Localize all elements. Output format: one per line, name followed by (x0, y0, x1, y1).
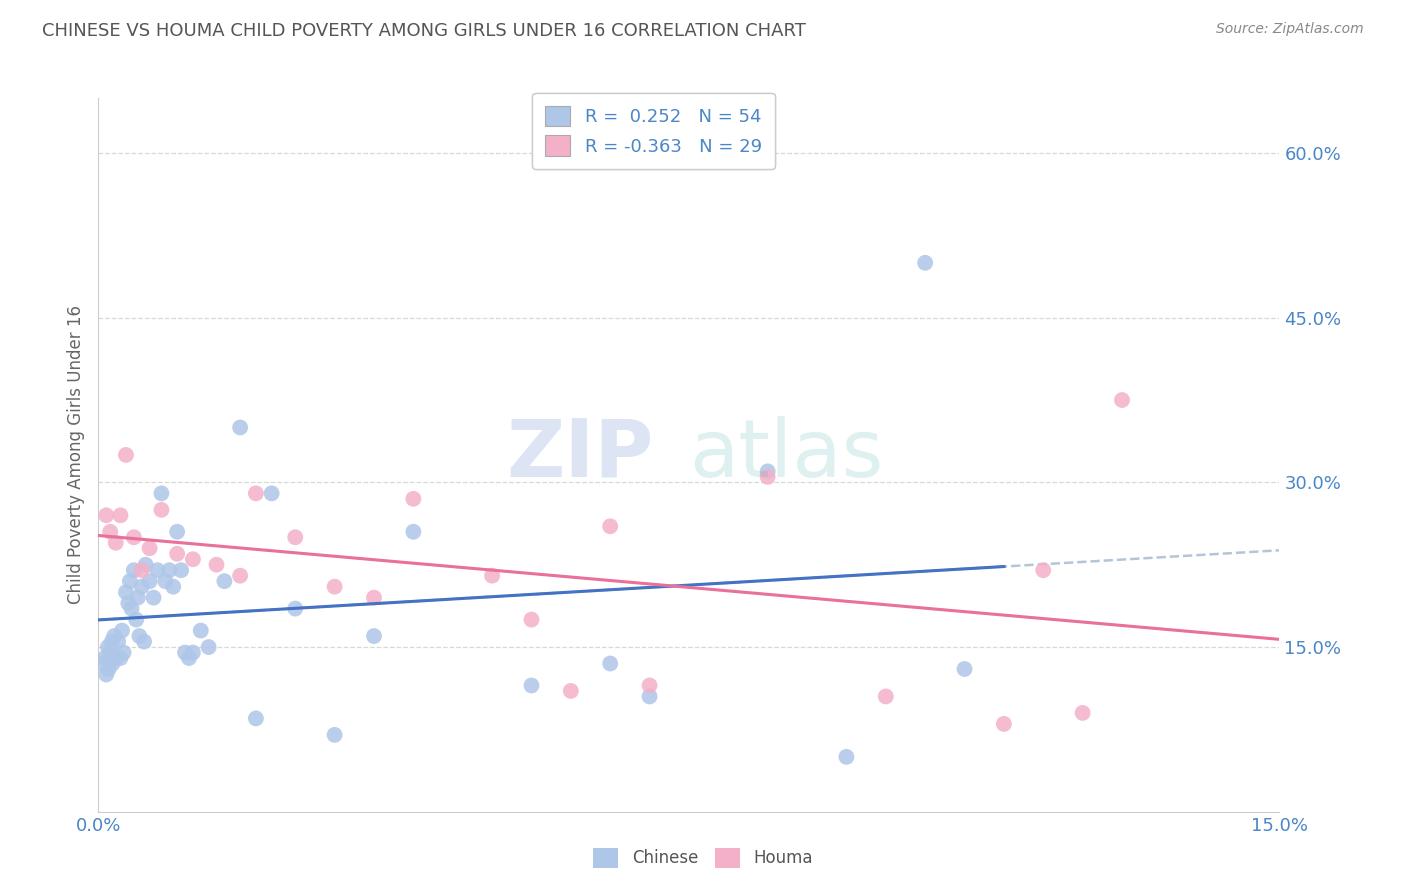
Point (560, 684, 582, 698)
Point (110, 651, 132, 665)
Point (98, 524, 121, 539)
Legend: Chinese, Houma: Chinese, Houma (586, 841, 820, 875)
Point (155, 574, 177, 589)
Point (174, 646, 197, 660)
Point (756, 470, 779, 484)
Point (363, 591, 385, 605)
Point (135, 558, 157, 572)
Y-axis label: Child Poverty Among Girls Under 16: Child Poverty Among Girls Under 16 (66, 305, 84, 605)
Point (638, 678, 661, 692)
Point (146, 563, 169, 577)
Point (875, 690, 897, 704)
Point (142, 591, 165, 605)
Point (131, 563, 153, 577)
Point (104, 651, 127, 665)
Point (121, 601, 143, 615)
Point (599, 519, 621, 533)
Point (122, 530, 145, 544)
Point (91, 657, 114, 671)
Point (245, 711, 267, 725)
Point (260, 486, 283, 500)
Point (111, 624, 134, 638)
Point (166, 547, 188, 561)
Point (128, 629, 150, 643)
Point (101, 634, 124, 648)
Point (96, 667, 118, 681)
Point (107, 634, 129, 648)
Point (284, 530, 307, 544)
Point (835, 749, 858, 764)
Point (131, 580, 153, 594)
Point (205, 558, 228, 572)
Point (93, 651, 115, 665)
Point (177, 651, 200, 665)
Point (520, 613, 543, 627)
Point (229, 420, 252, 434)
Point (150, 486, 173, 500)
Point (112, 646, 135, 660)
Point (953, 662, 976, 676)
Point (97, 640, 120, 654)
Point (214, 574, 236, 589)
Point (110, 508, 132, 523)
Point (402, 524, 425, 539)
Point (118, 574, 141, 589)
Point (1032, 563, 1054, 577)
Point (323, 580, 346, 594)
Text: ZIP: ZIP (506, 416, 654, 494)
Point (97, 662, 120, 676)
Point (115, 585, 138, 599)
Point (181, 552, 204, 566)
Point (1111, 392, 1133, 407)
Point (157, 563, 180, 577)
Point (150, 503, 173, 517)
Text: Source: ZipAtlas.com: Source: ZipAtlas.com (1216, 22, 1364, 37)
Point (914, 256, 936, 270)
Point (323, 728, 346, 742)
Point (756, 464, 779, 478)
Point (98, 646, 121, 660)
Point (190, 624, 212, 638)
Point (96, 508, 118, 523)
Point (115, 448, 138, 462)
Text: CHINESE VS HOUMA CHILD POVERTY AMONG GIRLS UNDER 16 CORRELATION CHART: CHINESE VS HOUMA CHILD POVERTY AMONG GIR… (42, 22, 806, 40)
Point (162, 580, 184, 594)
Point (481, 568, 503, 582)
Point (101, 657, 124, 671)
Point (103, 629, 125, 643)
Point (229, 568, 252, 582)
Point (166, 524, 188, 539)
Point (127, 591, 149, 605)
Point (363, 629, 385, 643)
Point (993, 717, 1015, 731)
Point (638, 690, 661, 704)
Point (402, 491, 425, 506)
Legend: R =  0.252   N = 54, R = -0.363   N = 29: R = 0.252 N = 54, R = -0.363 N = 29 (533, 93, 775, 169)
Point (520, 678, 543, 692)
Point (132, 634, 155, 648)
Point (138, 541, 160, 556)
Point (197, 640, 219, 654)
Point (245, 486, 267, 500)
Point (117, 596, 139, 610)
Point (181, 646, 204, 660)
Point (1071, 706, 1094, 720)
Text: atlas: atlas (689, 416, 883, 494)
Point (104, 535, 127, 549)
Point (170, 563, 193, 577)
Point (599, 657, 621, 671)
Point (138, 574, 160, 589)
Point (284, 601, 307, 615)
Point (125, 613, 148, 627)
Point (122, 563, 145, 577)
